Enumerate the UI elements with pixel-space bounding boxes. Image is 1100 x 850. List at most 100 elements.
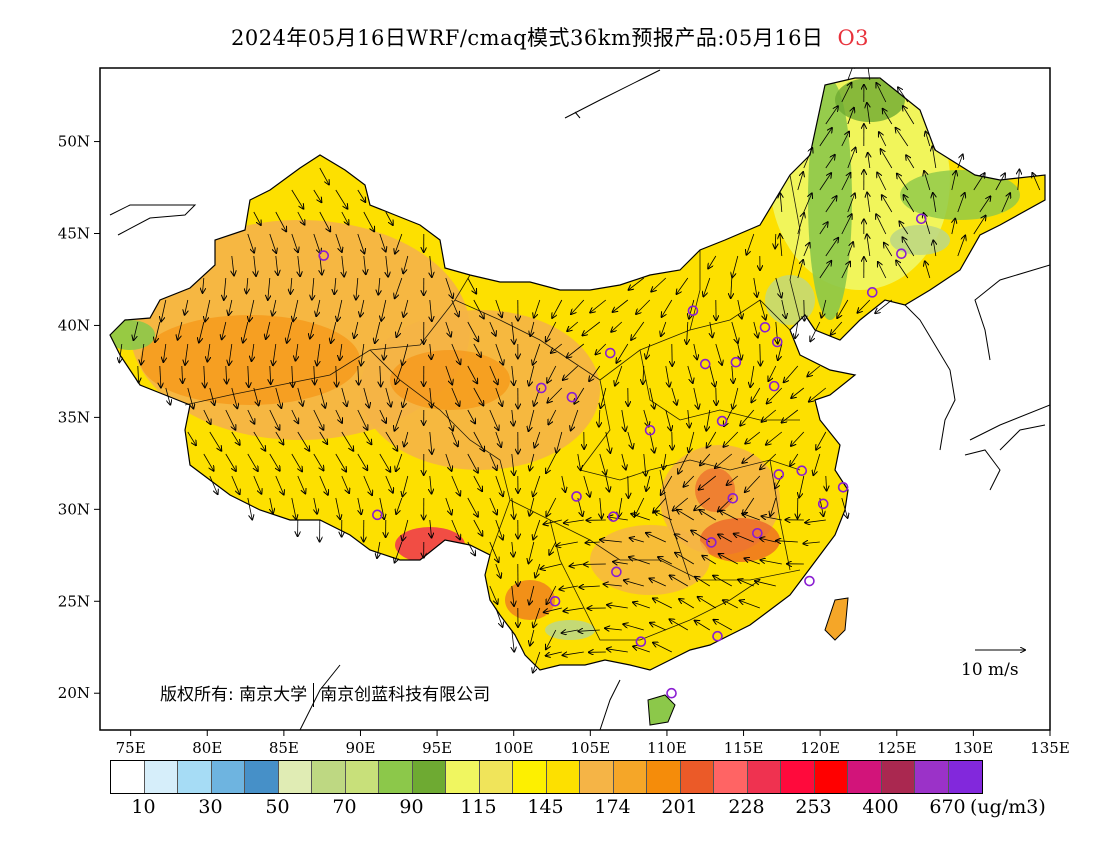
wind-vector	[574, 387, 585, 404]
wind-vector	[567, 321, 579, 331]
wind-vector	[751, 387, 761, 402]
wind-vector	[335, 409, 342, 423]
lat-label: 25N	[58, 592, 90, 610]
wind-vector	[379, 409, 386, 423]
wind-vector	[275, 387, 281, 408]
wind-vector	[731, 321, 738, 343]
colorbar-tick-label: 228	[728, 796, 765, 818]
wind-vector	[489, 365, 498, 384]
wind-vector	[745, 431, 761, 444]
wind-vector	[762, 516, 782, 521]
wind-vector	[826, 475, 827, 491]
wind-vector	[489, 497, 497, 514]
wind-vector	[403, 255, 409, 273]
wind-vector	[723, 431, 739, 447]
wind-vector	[700, 453, 711, 465]
wind-vector	[548, 409, 557, 424]
wind-vector	[715, 453, 733, 468]
lat-label: 30N	[58, 500, 90, 518]
wind-vector	[679, 599, 695, 609]
wind-vector	[248, 365, 249, 387]
wind-vector	[357, 453, 367, 470]
colorbar-cell	[345, 761, 379, 793]
wind-vector	[185, 343, 188, 365]
wind-vector	[430, 343, 431, 359]
wind-vector	[207, 343, 209, 362]
wind-vector	[512, 497, 514, 519]
station-marker	[608, 511, 619, 522]
wind-vector	[467, 365, 477, 383]
wind-vector	[354, 321, 359, 338]
station-marker	[837, 481, 849, 493]
wind-vector	[403, 387, 409, 407]
colorbar-tick-label: 400	[862, 796, 899, 818]
wind-vector	[231, 387, 237, 408]
wind-vector	[229, 299, 232, 315]
colorbar-cell	[848, 761, 882, 793]
wind-vector	[646, 475, 650, 491]
station-marker	[896, 248, 907, 260]
wind-vector	[297, 475, 305, 493]
wind-vector	[605, 628, 622, 630]
wind-vector	[312, 277, 314, 300]
wind-vector	[790, 453, 799, 466]
wind-vector	[430, 431, 432, 454]
wind-vector	[904, 195, 915, 213]
wind-vector	[489, 409, 499, 430]
wind-vector	[881, 149, 893, 169]
wind-vector	[687, 365, 693, 383]
wind-vector	[297, 211, 305, 225]
wind-vector	[995, 173, 1005, 191]
station-marker	[571, 491, 582, 502]
wind-vector	[567, 343, 585, 358]
wind-vector	[799, 475, 805, 498]
station-marker	[535, 382, 547, 394]
wind-vector	[379, 453, 390, 472]
wind-vector	[649, 387, 654, 409]
wind-vector	[473, 387, 484, 406]
wind-vector	[451, 299, 459, 316]
station-marker	[611, 566, 622, 578]
wind-vector	[364, 255, 366, 274]
wind-vector	[586, 542, 600, 543]
wind-vector	[903, 237, 915, 257]
wind-vector	[875, 299, 893, 313]
wind-vector	[232, 255, 234, 275]
wind-vector	[341, 211, 349, 225]
wind-vector	[737, 299, 742, 319]
wind-vector	[313, 453, 324, 470]
wind-vector	[342, 255, 344, 277]
wind-vector	[291, 453, 302, 471]
wind-vector	[268, 277, 270, 300]
wind-vector	[467, 409, 475, 423]
wind-vector	[141, 343, 144, 365]
wind-vector	[689, 431, 695, 452]
wind-vector	[753, 321, 758, 338]
wind-vector	[361, 343, 364, 366]
wind-vector	[313, 189, 322, 202]
wind-vector	[1018, 170, 1020, 191]
wind-vector	[473, 475, 482, 491]
wind-vector	[546, 453, 557, 473]
wind-vector	[613, 299, 629, 312]
wind-vector	[778, 343, 783, 360]
wind-vector	[841, 132, 849, 147]
wind-vector	[379, 233, 386, 252]
colorbar-tick-label: 90	[399, 796, 424, 818]
station-marker	[866, 287, 878, 298]
wind-vector	[797, 260, 803, 279]
wind-vector	[957, 236, 965, 257]
wind-vector	[898, 87, 909, 103]
wind-vector	[847, 68, 854, 81]
wind-vector	[386, 255, 388, 277]
wind-vector	[335, 453, 346, 472]
wind-vector	[489, 453, 497, 470]
wind-vector	[495, 343, 503, 365]
wind-vector	[868, 153, 870, 169]
colorbar-cell	[211, 761, 245, 793]
wind-vector	[546, 497, 557, 516]
wind-vector	[231, 475, 240, 494]
wind-vector	[571, 299, 585, 314]
wind-vector	[1032, 173, 1041, 191]
